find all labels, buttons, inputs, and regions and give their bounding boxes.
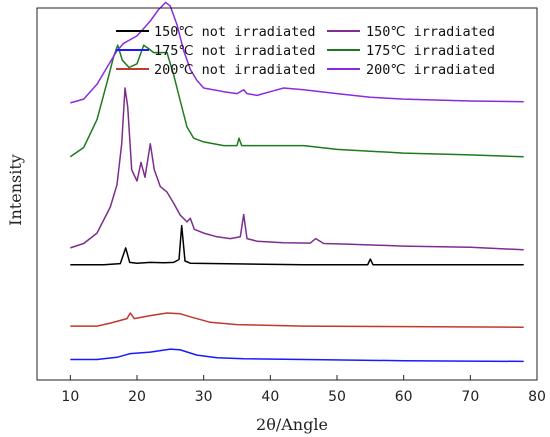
series-line-0	[70, 224, 524, 266]
x-tick-label-4: 50	[328, 389, 346, 405]
x-ticks: 10 20 30 40 50 60 70 80	[61, 375, 546, 405]
x-tick-label-6: 70	[461, 389, 479, 405]
series-line-5	[70, 1, 524, 104]
legend: 150℃ not irradiated 175℃ not irradiated 20…	[116, 24, 495, 78]
legend-label-1: 175℃ not irradiated	[154, 43, 315, 59]
legend-label-0: 150℃ not irradiated	[154, 24, 315, 40]
x-tick-label-3: 40	[261, 389, 279, 405]
series-line-1	[70, 348, 524, 363]
legend-label-3: 150℃ irradiated	[366, 24, 495, 40]
legend-label-5: 200℃ irradiated	[366, 62, 495, 78]
legend-label-2: 200℃ not irradiated	[154, 62, 315, 78]
series-line-3	[70, 87, 524, 251]
y-axis-title: Intensity	[6, 154, 25, 226]
series-line-4	[69, 44, 524, 158]
series-line-2	[70, 312, 524, 328]
legend-label-4: 175℃ irradiated	[366, 43, 495, 59]
x-tick-label-2: 30	[195, 389, 213, 405]
x-tick-label-0: 10	[61, 389, 79, 405]
x-tick-label-5: 60	[395, 389, 413, 405]
x-tick-label-7: 80	[528, 389, 546, 405]
x-tick-label-1: 20	[128, 389, 146, 405]
series-layer	[69, 1, 524, 363]
x-axis-title: 2θ/Angle	[256, 415, 328, 434]
plot-frame	[36, 7, 538, 381]
